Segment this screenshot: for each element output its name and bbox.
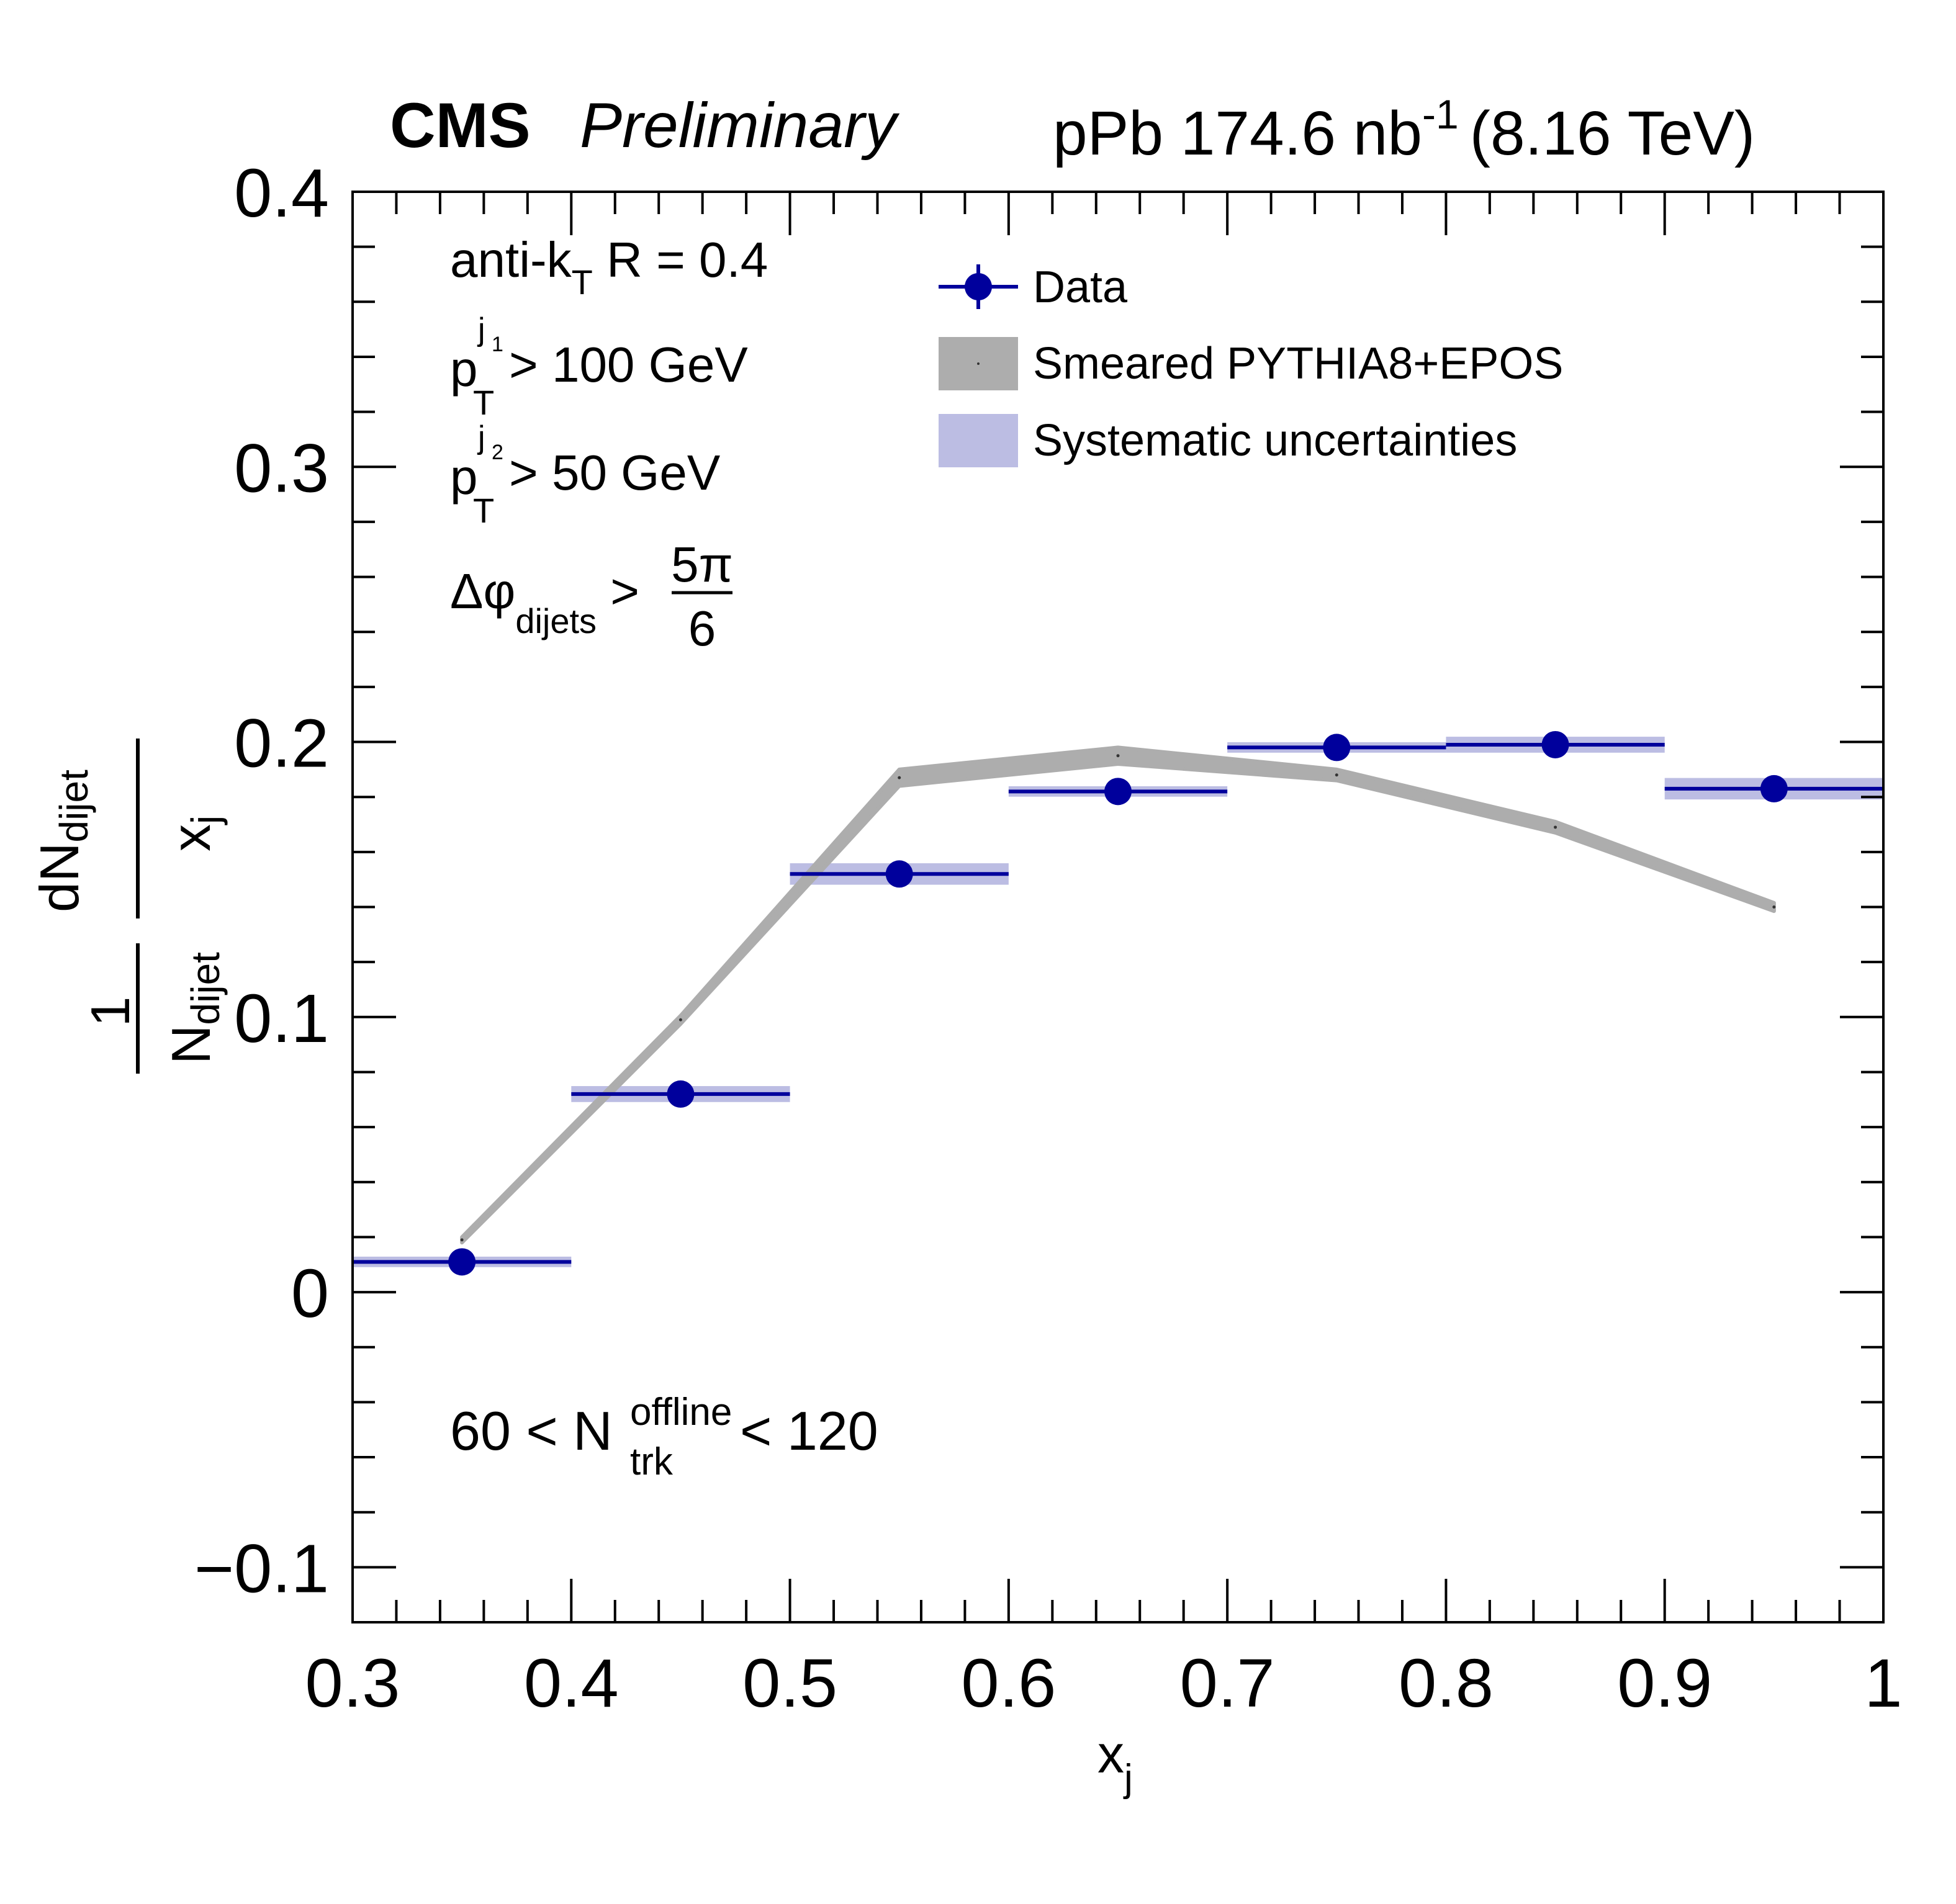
x-tick-labels: 0.3 0.4 0.5 0.6 0.7 0.8 0.9 1: [305, 1645, 1903, 1722]
y-title-x: xj: [160, 815, 228, 851]
svg-text:> 100 GeV: > 100 GeV: [509, 337, 748, 392]
jet-algo-label: anti-kT R = 0.4: [450, 232, 768, 302]
mc-point-0: [460, 1238, 464, 1242]
svg-text:p: p: [450, 449, 478, 505]
lumi-main: pPb 174.6 nb: [1053, 99, 1422, 168]
data-point-2: [885, 860, 913, 888]
cms-label: CMS: [390, 90, 531, 161]
x-tick-label: 0.5: [742, 1645, 837, 1722]
data-point-5: [1541, 730, 1569, 758]
mc-point-5: [1554, 825, 1557, 829]
x-tick-label: 0.8: [1399, 1645, 1494, 1722]
y-tick-label: 0.4: [234, 155, 329, 231]
legend-data-marker: [939, 264, 1018, 309]
y-tick-labels: −0.1 0 0.1 0.2 0.3 0.4: [194, 155, 329, 1607]
dphi-cut-label: Δφdijets > 5π 6: [450, 537, 733, 656]
svg-text:< 120: < 120: [740, 1400, 878, 1462]
svg-text:Δφdijets >: Δφdijets >: [450, 564, 639, 640]
legend-syst-label: Systematic uncertainties: [1033, 416, 1517, 465]
y-tick-label: 0.3: [234, 430, 329, 506]
legend-data-label: Data: [1033, 263, 1128, 312]
data-point-6: [1760, 775, 1788, 802]
x-axis-title: xj: [1097, 1725, 1133, 1800]
mc-point-6: [1772, 905, 1776, 909]
svg-text:j: j: [477, 312, 485, 348]
svg-text:trk: trk: [630, 1440, 674, 1483]
lumi-energy: (8.16 TeV): [1470, 99, 1755, 168]
data-point-1: [667, 1080, 695, 1108]
y-tick-label: 0.1: [234, 981, 329, 1057]
svg-text:60 < N: 60 < N: [450, 1400, 613, 1462]
svg-text:6: 6: [688, 601, 716, 656]
mc-point-2: [898, 776, 901, 779]
axis-ticks: [351, 191, 1885, 1623]
legend: Data Smeared PYTHIA8+EPOS Systematic unc…: [939, 263, 1563, 467]
ntrk-range-label: 60 < N offline trk < 120: [450, 1391, 878, 1483]
svg-text:p: p: [450, 341, 478, 397]
pt2-cut-label: p j 2 T > 50 GeV: [450, 420, 721, 530]
y-title-dN: dNdijet: [29, 770, 96, 912]
svg-text:T: T: [473, 491, 494, 530]
x-tick-label: 0.4: [524, 1645, 619, 1722]
mc-band-shape: [460, 745, 1776, 1245]
y-tick-label: 0: [291, 1255, 329, 1332]
data-point-4: [1323, 734, 1351, 761]
svg-text:j: j: [477, 420, 485, 456]
legend-mc-dot: [977, 362, 980, 365]
x-tick-label: 0.9: [1617, 1645, 1712, 1722]
mc-point-3: [1116, 754, 1120, 758]
x-tick-label: 0.7: [1180, 1645, 1275, 1722]
y-axis-title: 1 Ndijet dNdijet xj: [29, 770, 228, 1064]
mc-point-4: [1335, 773, 1338, 777]
y-title-one: 1: [79, 997, 141, 1027]
legend-syst-swatch: [939, 414, 1018, 467]
mc-band: [460, 745, 1776, 1245]
y-tick-label: −0.1: [194, 1530, 329, 1607]
svg-text:> 50 GeV: > 50 GeV: [509, 445, 721, 500]
y-title-N: Ndijet: [160, 952, 228, 1064]
svg-text:1: 1: [492, 333, 503, 356]
x-tick-label: 1: [1864, 1645, 1902, 1722]
y-tick-label: 0.2: [234, 706, 329, 782]
x-tick-label: 0.6: [961, 1645, 1056, 1722]
mc-point-1: [678, 1018, 682, 1022]
lumi-label: pPb 174.6 nb-1 (8.16 TeV): [1053, 91, 1755, 168]
pt1-cut-label: p j 1 T > 100 GeV: [450, 312, 748, 422]
svg-text:2: 2: [492, 441, 503, 464]
lumi-sup: -1: [1422, 91, 1459, 137]
systematic-bands: [353, 737, 1883, 1267]
legend-mc-label: Smeared PYTHIA8+EPOS: [1033, 339, 1563, 388]
data-point-0: [448, 1248, 476, 1276]
svg-text:offline: offline: [630, 1391, 732, 1434]
preliminary-label: Preliminary: [580, 90, 900, 161]
svg-text:5π: 5π: [671, 537, 733, 592]
svg-text:T: T: [473, 383, 494, 422]
data-points: [353, 730, 1883, 1276]
data-point-3: [1104, 778, 1132, 806]
x-tick-label: 0.3: [305, 1645, 400, 1722]
